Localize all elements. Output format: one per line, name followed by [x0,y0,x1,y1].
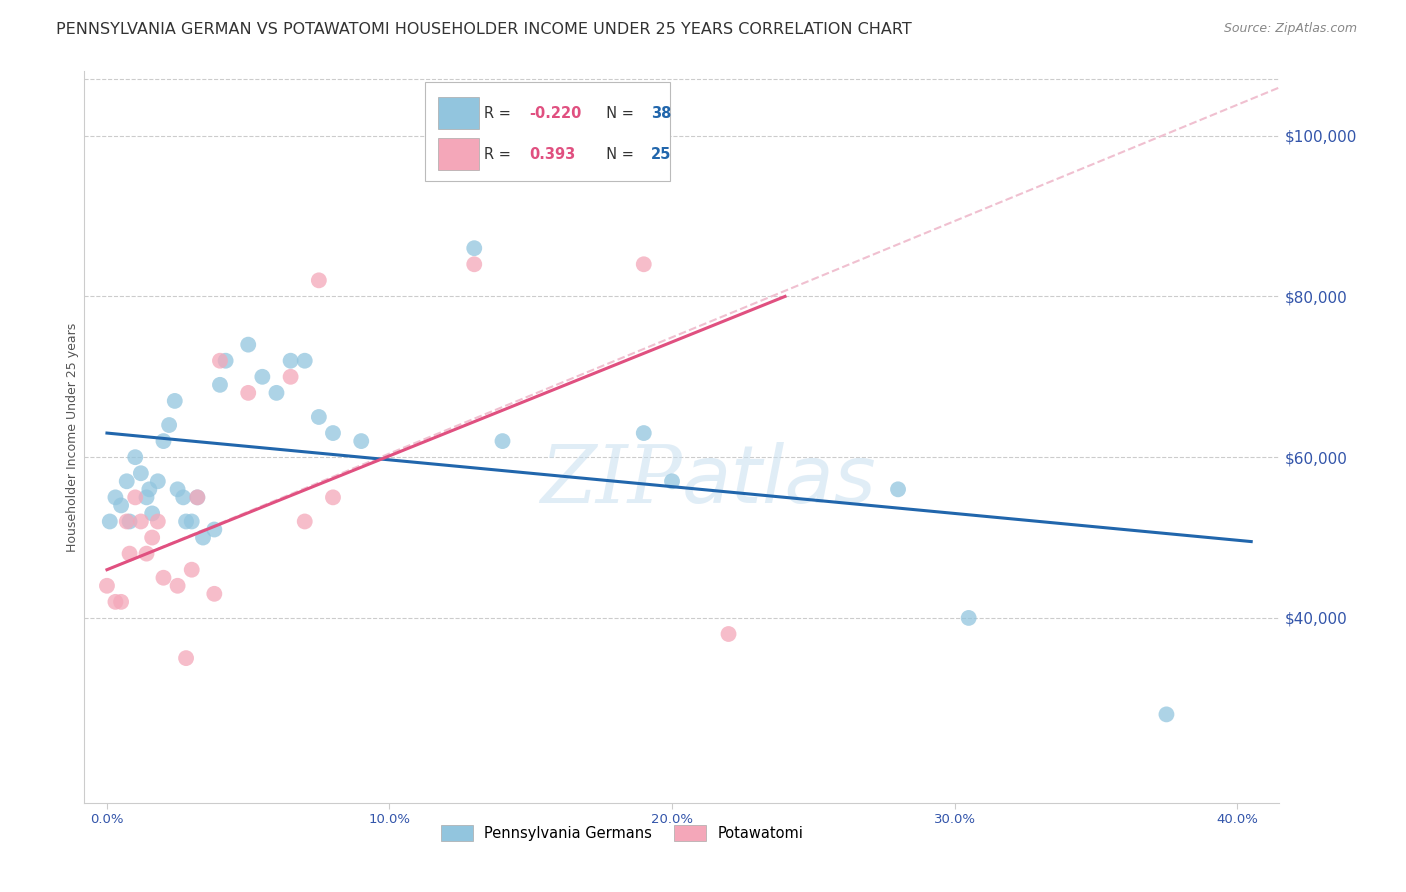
Point [141,507,163,521]
Text: R =: R = [484,146,515,161]
Point [166,579,188,593]
Point [322,491,344,505]
FancyBboxPatch shape [425,82,671,181]
Text: PENNSYLVANIA GERMAN VS POTAWATOMI HOUSEHOLDER INCOME UNDER 25 YEARS CORRELATION : PENNSYLVANIA GERMAN VS POTAWATOMI HOUSEH… [56,22,912,37]
Point [957,611,980,625]
Point [138,483,160,497]
Y-axis label: Householder Income Under 25 years: Householder Income Under 25 years [66,322,79,552]
Text: R =: R = [484,105,515,120]
Point [146,515,169,529]
Point [124,491,146,505]
Point [172,491,194,505]
Point [717,627,740,641]
Point [463,241,485,255]
Point [280,369,302,384]
Point [661,475,683,489]
Point [115,515,138,529]
Point [887,483,910,497]
Point [294,353,316,368]
FancyBboxPatch shape [439,138,479,170]
Text: ZIP: ZIP [540,442,682,520]
Point [124,450,146,465]
Point [238,385,260,400]
Point [633,425,655,440]
Text: -0.220: -0.220 [529,105,581,120]
Point [202,523,225,537]
Point [152,434,174,449]
Point [104,491,127,505]
Point [152,571,174,585]
Text: 0.393: 0.393 [529,146,575,161]
Point [166,483,188,497]
Point [1156,707,1178,722]
Point [186,491,208,505]
FancyBboxPatch shape [439,97,479,129]
Point [186,491,208,505]
Point [308,273,330,287]
Point [115,475,138,489]
Text: Source: ZipAtlas.com: Source: ZipAtlas.com [1223,22,1357,36]
Point [180,515,202,529]
Point [110,499,132,513]
Point [322,425,344,440]
Text: N =: N = [598,105,638,120]
Point [491,434,513,449]
Point [202,587,225,601]
Point [118,515,141,529]
Point [208,377,231,392]
Text: 38: 38 [651,105,671,120]
Point [135,547,157,561]
Point [129,515,152,529]
Point [104,595,127,609]
Point [163,393,186,408]
Text: N =: N = [598,146,638,161]
Point [96,579,118,593]
Point [146,475,169,489]
Text: atlas: atlas [682,442,877,520]
Point [294,515,316,529]
Point [118,547,141,561]
Point [350,434,373,449]
Point [157,417,180,432]
Point [191,531,214,545]
Point [180,563,202,577]
Point [252,369,274,384]
Point [174,515,197,529]
Legend: Pennsylvania Germans, Potawatomi: Pennsylvania Germans, Potawatomi [434,819,810,847]
Point [98,515,121,529]
Point [266,385,288,400]
Point [280,353,302,368]
Point [208,353,231,368]
Text: 25: 25 [651,146,671,161]
Point [174,651,197,665]
Point [135,491,157,505]
Point [238,337,260,351]
Point [110,595,132,609]
Point [463,257,485,271]
Point [129,467,152,481]
Point [141,531,163,545]
Point [214,353,236,368]
Point [308,409,330,424]
Point [633,257,655,271]
